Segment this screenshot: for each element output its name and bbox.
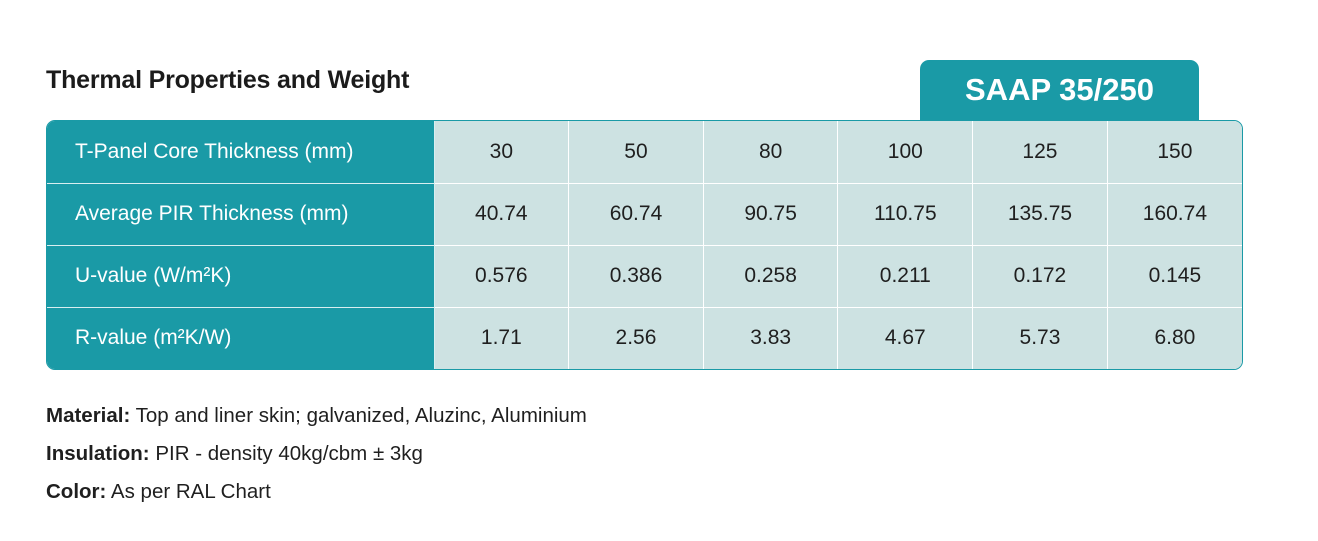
table-row: R-value (m²K/W) 1.71 2.56 3.83 4.67 5.73… bbox=[47, 307, 1242, 369]
page-title: Thermal Properties and Weight bbox=[46, 66, 410, 94]
table-cell: 2.56 bbox=[568, 307, 704, 369]
note-value: PIR - density 40kg/cbm ± 3kg bbox=[149, 442, 423, 465]
table-cell: 50 bbox=[568, 121, 704, 184]
table-cell: 0.258 bbox=[703, 245, 839, 308]
table-cell: 135.75 bbox=[972, 183, 1108, 246]
note-key: Insulation: bbox=[46, 442, 150, 465]
table-cell: 0.386 bbox=[568, 245, 704, 308]
table-cell: 100 bbox=[837, 121, 974, 184]
product-tab: SAAP 35/250 bbox=[920, 60, 1199, 122]
note-material: Material: Top and liner skin; galvanized… bbox=[46, 402, 587, 440]
note-value: Top and liner skin; galvanized, Aluzinc,… bbox=[130, 404, 587, 427]
table-cell: 0.211 bbox=[837, 245, 974, 308]
table-cell: 160.74 bbox=[1107, 183, 1242, 246]
note-insulation: Insulation: PIR - density 40kg/cbm ± 3kg bbox=[46, 440, 587, 478]
thermal-properties-table: T-Panel Core Thickness (mm) 30 50 80 100… bbox=[46, 120, 1243, 370]
table-cell: 80 bbox=[703, 121, 839, 184]
table-cell: 60.74 bbox=[568, 183, 704, 246]
row-header: R-value (m²K/W) bbox=[47, 307, 435, 369]
table-cell: 0.145 bbox=[1107, 245, 1242, 308]
note-value: As per RAL Chart bbox=[106, 480, 271, 503]
row-header: U-value (W/m²K) bbox=[47, 245, 435, 308]
row-header: T-Panel Core Thickness (mm) bbox=[47, 121, 435, 184]
spec-notes: Material: Top and liner skin; galvanized… bbox=[46, 402, 587, 516]
table-cell: 5.73 bbox=[972, 307, 1108, 369]
table-row: Average PIR Thickness (mm) 40.74 60.74 9… bbox=[47, 183, 1242, 246]
table-cell: 1.71 bbox=[434, 307, 570, 369]
table-row: U-value (W/m²K) 0.576 0.386 0.258 0.211 … bbox=[47, 245, 1242, 308]
table-cell: 6.80 bbox=[1107, 307, 1242, 369]
table-cell: 150 bbox=[1107, 121, 1242, 184]
table-row: T-Panel Core Thickness (mm) 30 50 80 100… bbox=[47, 121, 1242, 184]
note-key: Material: bbox=[46, 404, 131, 427]
note-color: Color: As per RAL Chart bbox=[46, 478, 587, 516]
row-header: Average PIR Thickness (mm) bbox=[47, 183, 435, 246]
table-cell: 110.75 bbox=[837, 183, 974, 246]
table-cell: 40.74 bbox=[434, 183, 570, 246]
table-cell: 4.67 bbox=[837, 307, 974, 369]
table-cell: 30 bbox=[434, 121, 570, 184]
table-cell: 0.576 bbox=[434, 245, 570, 308]
table-cell: 0.172 bbox=[972, 245, 1108, 308]
note-key: Color: bbox=[46, 480, 107, 503]
table-cell: 90.75 bbox=[703, 183, 839, 246]
data-table: T-Panel Core Thickness (mm) 30 50 80 100… bbox=[47, 121, 1242, 369]
table-cell: 125 bbox=[972, 121, 1108, 184]
table-cell: 3.83 bbox=[703, 307, 839, 369]
